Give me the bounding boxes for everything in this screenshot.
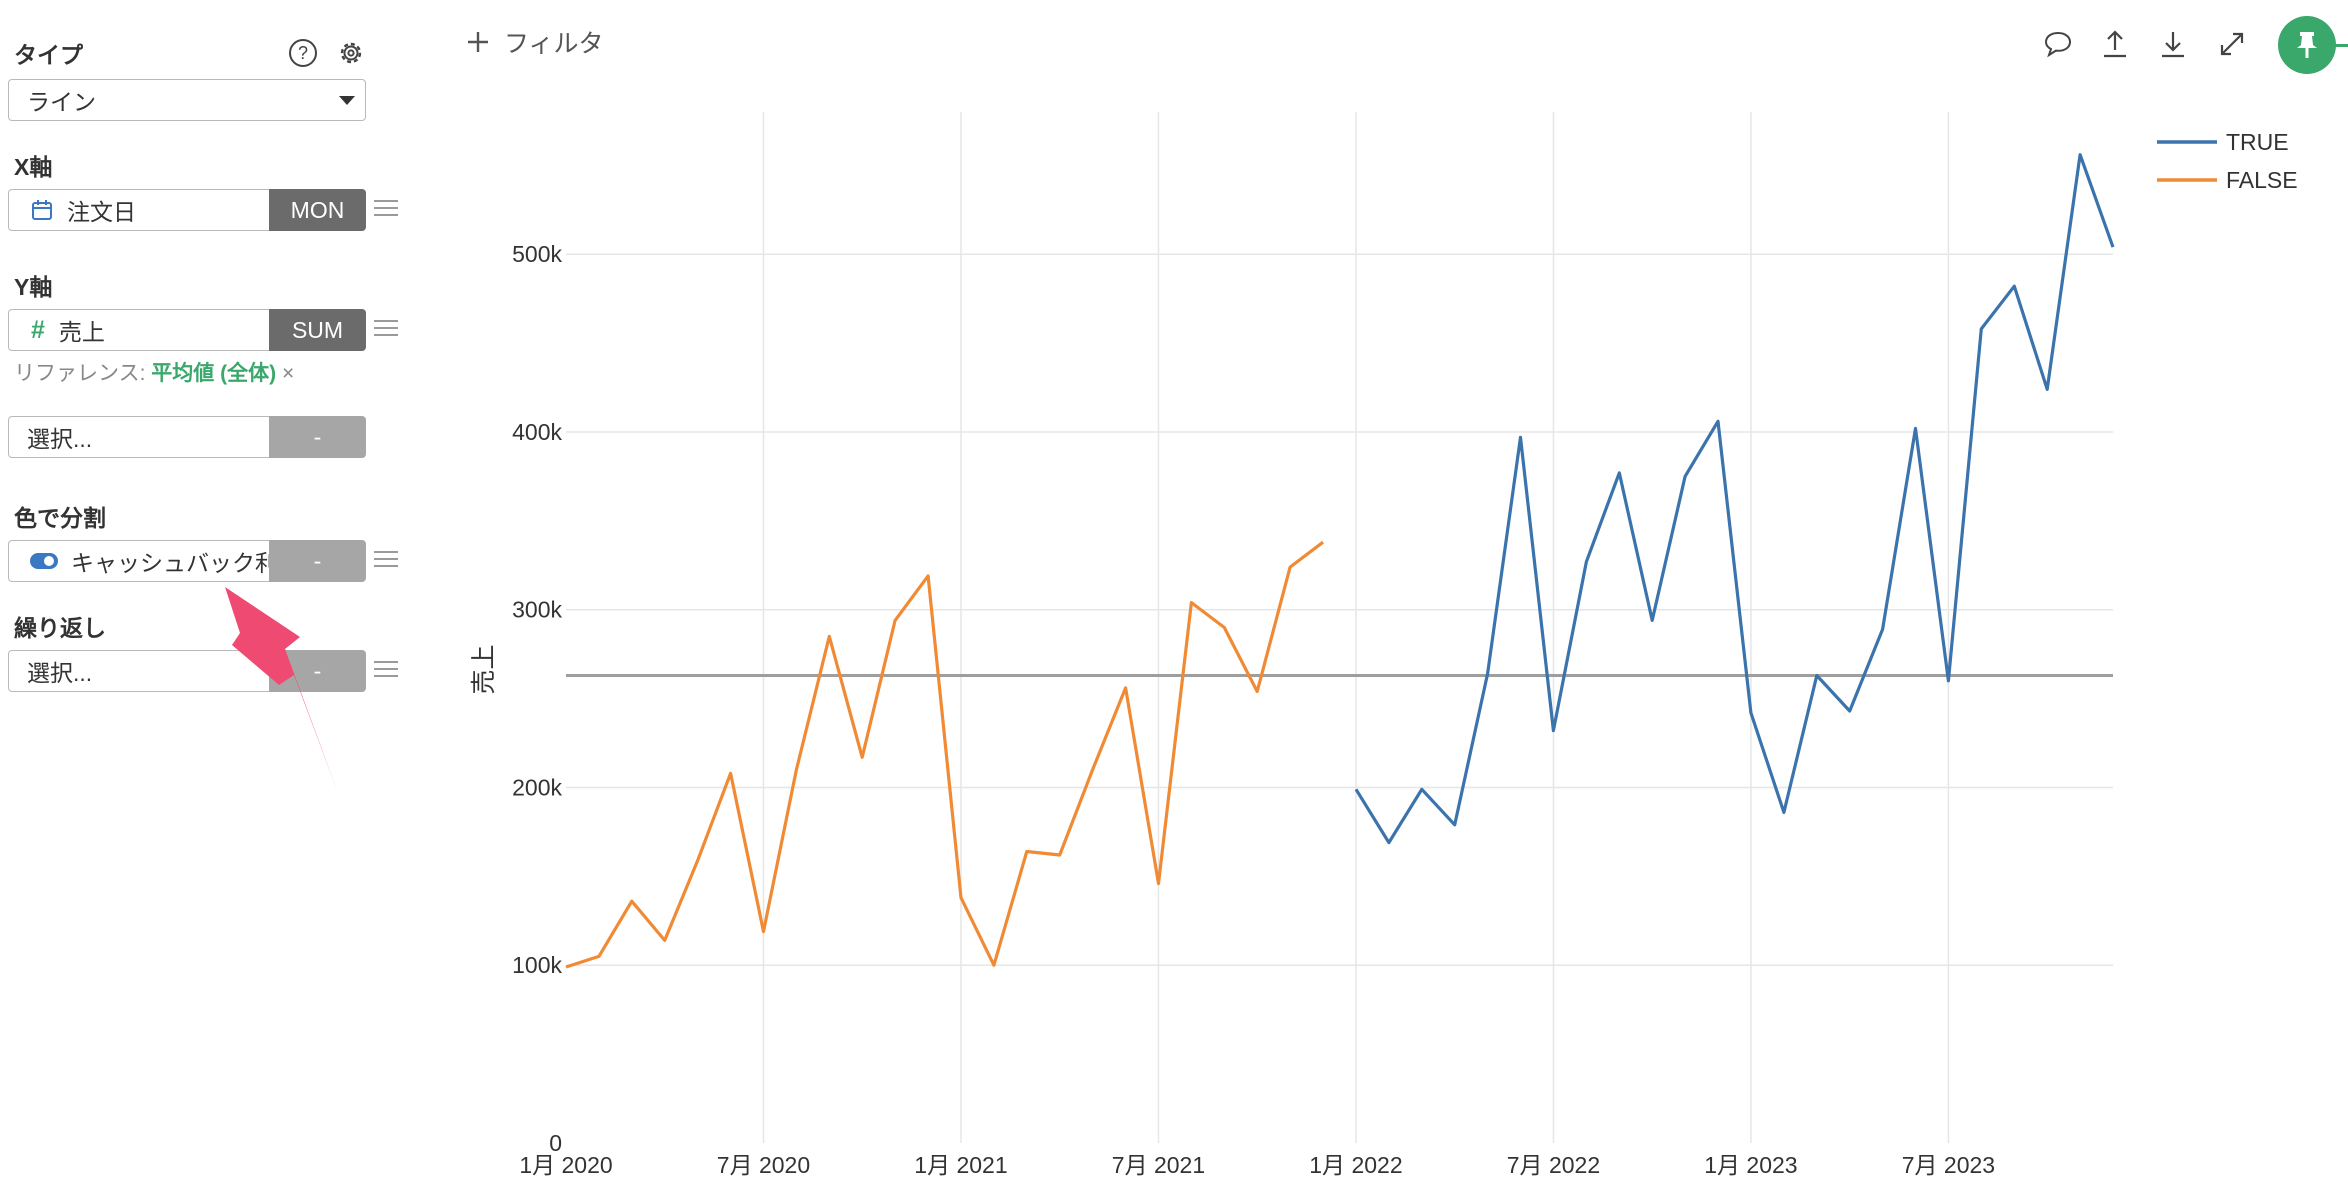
y-tick-label: 0 [549, 1130, 562, 1156]
legend-label-true: TRUE [2226, 129, 2289, 155]
add-filter-button[interactable]: フィルタ [466, 24, 604, 60]
pin-button[interactable] [2278, 16, 2336, 74]
reference-value-link[interactable]: 平均値 (全体) [151, 362, 277, 385]
pin-connector [2334, 44, 2348, 47]
chart-grid [566, 112, 2113, 1143]
expand-icon[interactable] [2216, 28, 2248, 60]
number-hash-icon: # [31, 315, 45, 344]
download-icon[interactable] [2157, 28, 2189, 60]
chart-legend: TRUE FALSE [2157, 129, 2298, 193]
y-axis-field-name: 売上 [58, 319, 105, 345]
plus-icon [468, 32, 488, 52]
type-section-label: タイプ [14, 42, 83, 68]
y-tick-label: 100k [512, 952, 562, 978]
y-axis-title: 売上 [470, 644, 498, 694]
reference-row: リファレンス: 平均値 (全体) × [14, 357, 294, 387]
annotation-arrow [225, 587, 338, 793]
x-tick-label: 1月 2021 [914, 1152, 1007, 1178]
repeat-menu-icon[interactable] [374, 661, 398, 681]
svg-text:?: ? [298, 43, 308, 63]
color-split-field[interactable]: キャッシュバック利用 [8, 540, 278, 582]
color-split-menu-icon[interactable] [374, 551, 398, 571]
x-tick-label: 7月 2021 [1112, 1152, 1205, 1178]
series-line-true [1354, 153, 2115, 845]
reference-label: リファレンス: [14, 362, 146, 385]
series-line-false [565, 540, 1324, 969]
y-tick-label: 400k [512, 419, 562, 445]
x-tick-label: 1月 2020 [519, 1152, 612, 1178]
x-axis-menu-icon[interactable] [374, 200, 398, 220]
chart-settings-panel: タイプ ? ライン X軸 注文日 MON Y軸 # 売上 SUM リファレンス:… [0, 0, 400, 1194]
y-axis-ticks: 0 100k 200k 300k 400k 500k [512, 241, 562, 1156]
y-tick-label: 500k [512, 241, 562, 267]
y-axis-label: Y軸 [14, 274, 53, 300]
x-tick-label: 7月 2020 [717, 1152, 810, 1178]
upload-icon[interactable] [2099, 28, 2131, 60]
filter-label: フィルタ [504, 30, 604, 58]
color-split-label: 色で分割 [14, 505, 106, 531]
x-tick-label: 1月 2023 [1704, 1152, 1797, 1178]
x-tick-label: 7月 2023 [1902, 1152, 1995, 1178]
gear-icon[interactable] [336, 38, 366, 68]
chart-type-value: ライン [27, 89, 96, 115]
y-axis-field[interactable]: # 売上 [8, 309, 278, 351]
series-layer [565, 153, 2115, 969]
pin-icon [2297, 32, 2317, 58]
repeat-field-select[interactable]: 選択... [8, 650, 278, 692]
y-axis-menu-icon[interactable] [374, 320, 398, 340]
chart-type-select[interactable]: ライン [8, 79, 366, 121]
color-split-aggregation-button[interactable]: - [269, 540, 366, 582]
extra-aggregation-button[interactable]: - [269, 416, 366, 458]
y-axis-aggregation-button[interactable]: SUM [269, 309, 366, 351]
repeat-label: 繰り返し [14, 615, 106, 641]
x-axis-ticks: 1月 2020 7月 2020 1月 2021 7月 2021 1月 2022 7月 20… [519, 1152, 1995, 1178]
question-circle-icon[interactable]: ? [288, 38, 318, 68]
comment-icon[interactable] [2042, 28, 2074, 60]
x-axis-label: X軸 [14, 154, 53, 180]
x-axis-field-name: 注文日 [67, 199, 136, 225]
extra-field-placeholder: 選択... [27, 426, 93, 452]
y-tick-label: 200k [512, 774, 562, 800]
calendar-icon [32, 200, 52, 220]
toggle-icon [30, 553, 58, 569]
reference-remove-icon[interactable]: × [281, 362, 295, 385]
y-tick-label: 300k [512, 597, 562, 623]
x-axis-aggregation-button[interactable]: MON [269, 189, 366, 231]
caret-down-icon [339, 96, 355, 105]
color-split-field-name: キャッシュバック利用 [71, 550, 277, 576]
x-tick-label: 7月 2022 [1507, 1152, 1600, 1178]
repeat-field-placeholder: 選択... [27, 660, 93, 686]
legend-label-false: FALSE [2226, 167, 2298, 193]
x-tick-label: 1月 2022 [1309, 1152, 1402, 1178]
x-axis-field[interactable]: 注文日 [8, 189, 278, 231]
extra-field-select[interactable]: 選択... [8, 416, 278, 458]
